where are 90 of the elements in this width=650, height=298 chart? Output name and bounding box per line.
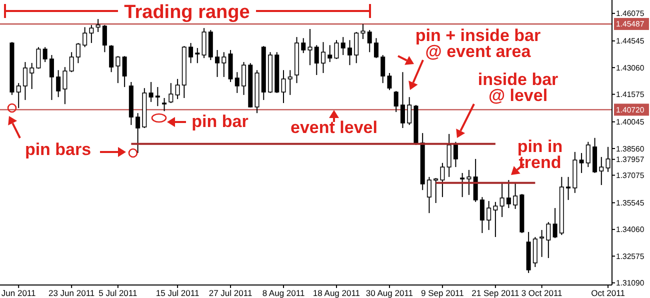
candlestick bbox=[380, 54, 386, 84]
x-tick-label: 30 Aug 2011 bbox=[366, 288, 414, 298]
candlestick bbox=[374, 38, 378, 59]
candlestick bbox=[440, 162, 445, 198]
candlestick bbox=[320, 42, 326, 74]
candlestick bbox=[168, 82, 174, 104]
candlestick bbox=[175, 78, 180, 100]
candlestick bbox=[579, 152, 584, 174]
candlestick bbox=[446, 133, 452, 178]
candlestick bbox=[340, 36, 346, 56]
candlestick bbox=[222, 52, 226, 78]
candlestick bbox=[82, 26, 88, 48]
candlestick bbox=[148, 81, 154, 102]
candlestick bbox=[486, 200, 492, 230]
candlestick bbox=[367, 30, 372, 53]
candlestick bbox=[281, 70, 286, 104]
candlestick bbox=[493, 201, 498, 238]
x-tick-label: 21 Sep 2011 bbox=[472, 288, 520, 298]
candlestick bbox=[42, 46, 48, 63]
candlestick bbox=[188, 42, 194, 64]
candlestick bbox=[540, 229, 544, 258]
candlestick bbox=[334, 40, 339, 60]
annotation: event level bbox=[290, 118, 378, 137]
x-tick-label: 9 Sep 2011 bbox=[421, 288, 464, 298]
candlestick bbox=[49, 54, 54, 100]
x-tick-label: 27 Jul 2011 bbox=[208, 288, 252, 298]
x-tick-label: Oct 2011 bbox=[591, 288, 626, 298]
x-tick-label: 15 Jul 2011 bbox=[156, 288, 200, 298]
candlestick bbox=[434, 178, 438, 204]
candlestick bbox=[69, 52, 74, 73]
x-tick-label: 23 Jun 2011 bbox=[48, 288, 95, 298]
candlestick bbox=[122, 56, 127, 88]
candlestick bbox=[96, 18, 100, 33]
candlestick bbox=[234, 72, 240, 94]
candlestick bbox=[288, 70, 292, 96]
candlestick bbox=[328, 44, 332, 63]
annotation: Trading range bbox=[124, 2, 250, 23]
candlestick bbox=[387, 72, 392, 91]
x-tick-label: Jun 2011 bbox=[1, 288, 36, 298]
candlestick bbox=[215, 49, 220, 78]
candlestick bbox=[546, 222, 551, 259]
candlestick bbox=[407, 96, 412, 126]
candlestick bbox=[116, 56, 120, 84]
candlestick bbox=[466, 169, 472, 196]
annotation: inside bar @ level bbox=[478, 70, 559, 106]
x-tick-label: 8 Aug 2011 bbox=[262, 288, 305, 298]
candlestick bbox=[394, 90, 398, 113]
candlestick bbox=[301, 38, 306, 54]
candlestick bbox=[16, 82, 21, 109]
annotation: pin in trend bbox=[517, 137, 563, 172]
candlestick bbox=[102, 24, 107, 53]
candlestick bbox=[62, 66, 68, 105]
candlestick bbox=[360, 24, 366, 40]
candlestick bbox=[480, 196, 484, 234]
candlestick bbox=[162, 97, 167, 112]
candlestick bbox=[109, 44, 114, 73]
candlestick bbox=[500, 181, 504, 218]
candlestick bbox=[30, 62, 34, 90]
candlestick bbox=[314, 44, 319, 76]
candlestick bbox=[599, 156, 604, 186]
candlestick bbox=[566, 176, 571, 200]
candlestick bbox=[202, 28, 206, 59]
candlestick bbox=[195, 48, 200, 64]
candlestick bbox=[155, 86, 160, 107]
candlestick bbox=[354, 32, 359, 64]
candlestick bbox=[22, 62, 28, 100]
annotation: pin + inside bar @ event area bbox=[415, 26, 541, 62]
candlestick bbox=[89, 24, 94, 44]
candlestick bbox=[426, 176, 432, 214]
candlestick bbox=[506, 179, 511, 209]
candlestick bbox=[308, 28, 312, 66]
x-tick-label: 3 Oct 2011 bbox=[521, 288, 563, 298]
candlestick bbox=[56, 70, 61, 98]
candlestick bbox=[400, 72, 405, 129]
candlestick bbox=[513, 181, 518, 210]
candlestick bbox=[242, 62, 246, 96]
candlestick bbox=[552, 208, 558, 239]
candlestick bbox=[532, 236, 538, 268]
annotation: pin bar bbox=[192, 112, 249, 131]
annotation: pin bars bbox=[24, 140, 92, 159]
candlestick bbox=[453, 141, 458, 168]
candlestick bbox=[136, 112, 140, 154]
x-tick-label: 18 Aug 2011 bbox=[312, 288, 360, 298]
x-tick-label: 5 Jul 2011 bbox=[98, 288, 138, 298]
candlestick bbox=[473, 158, 478, 202]
candlestick bbox=[36, 46, 41, 70]
candlestick bbox=[586, 141, 590, 168]
candlestick bbox=[347, 40, 352, 66]
candlestick bbox=[76, 42, 80, 64]
candlestick bbox=[460, 172, 465, 198]
